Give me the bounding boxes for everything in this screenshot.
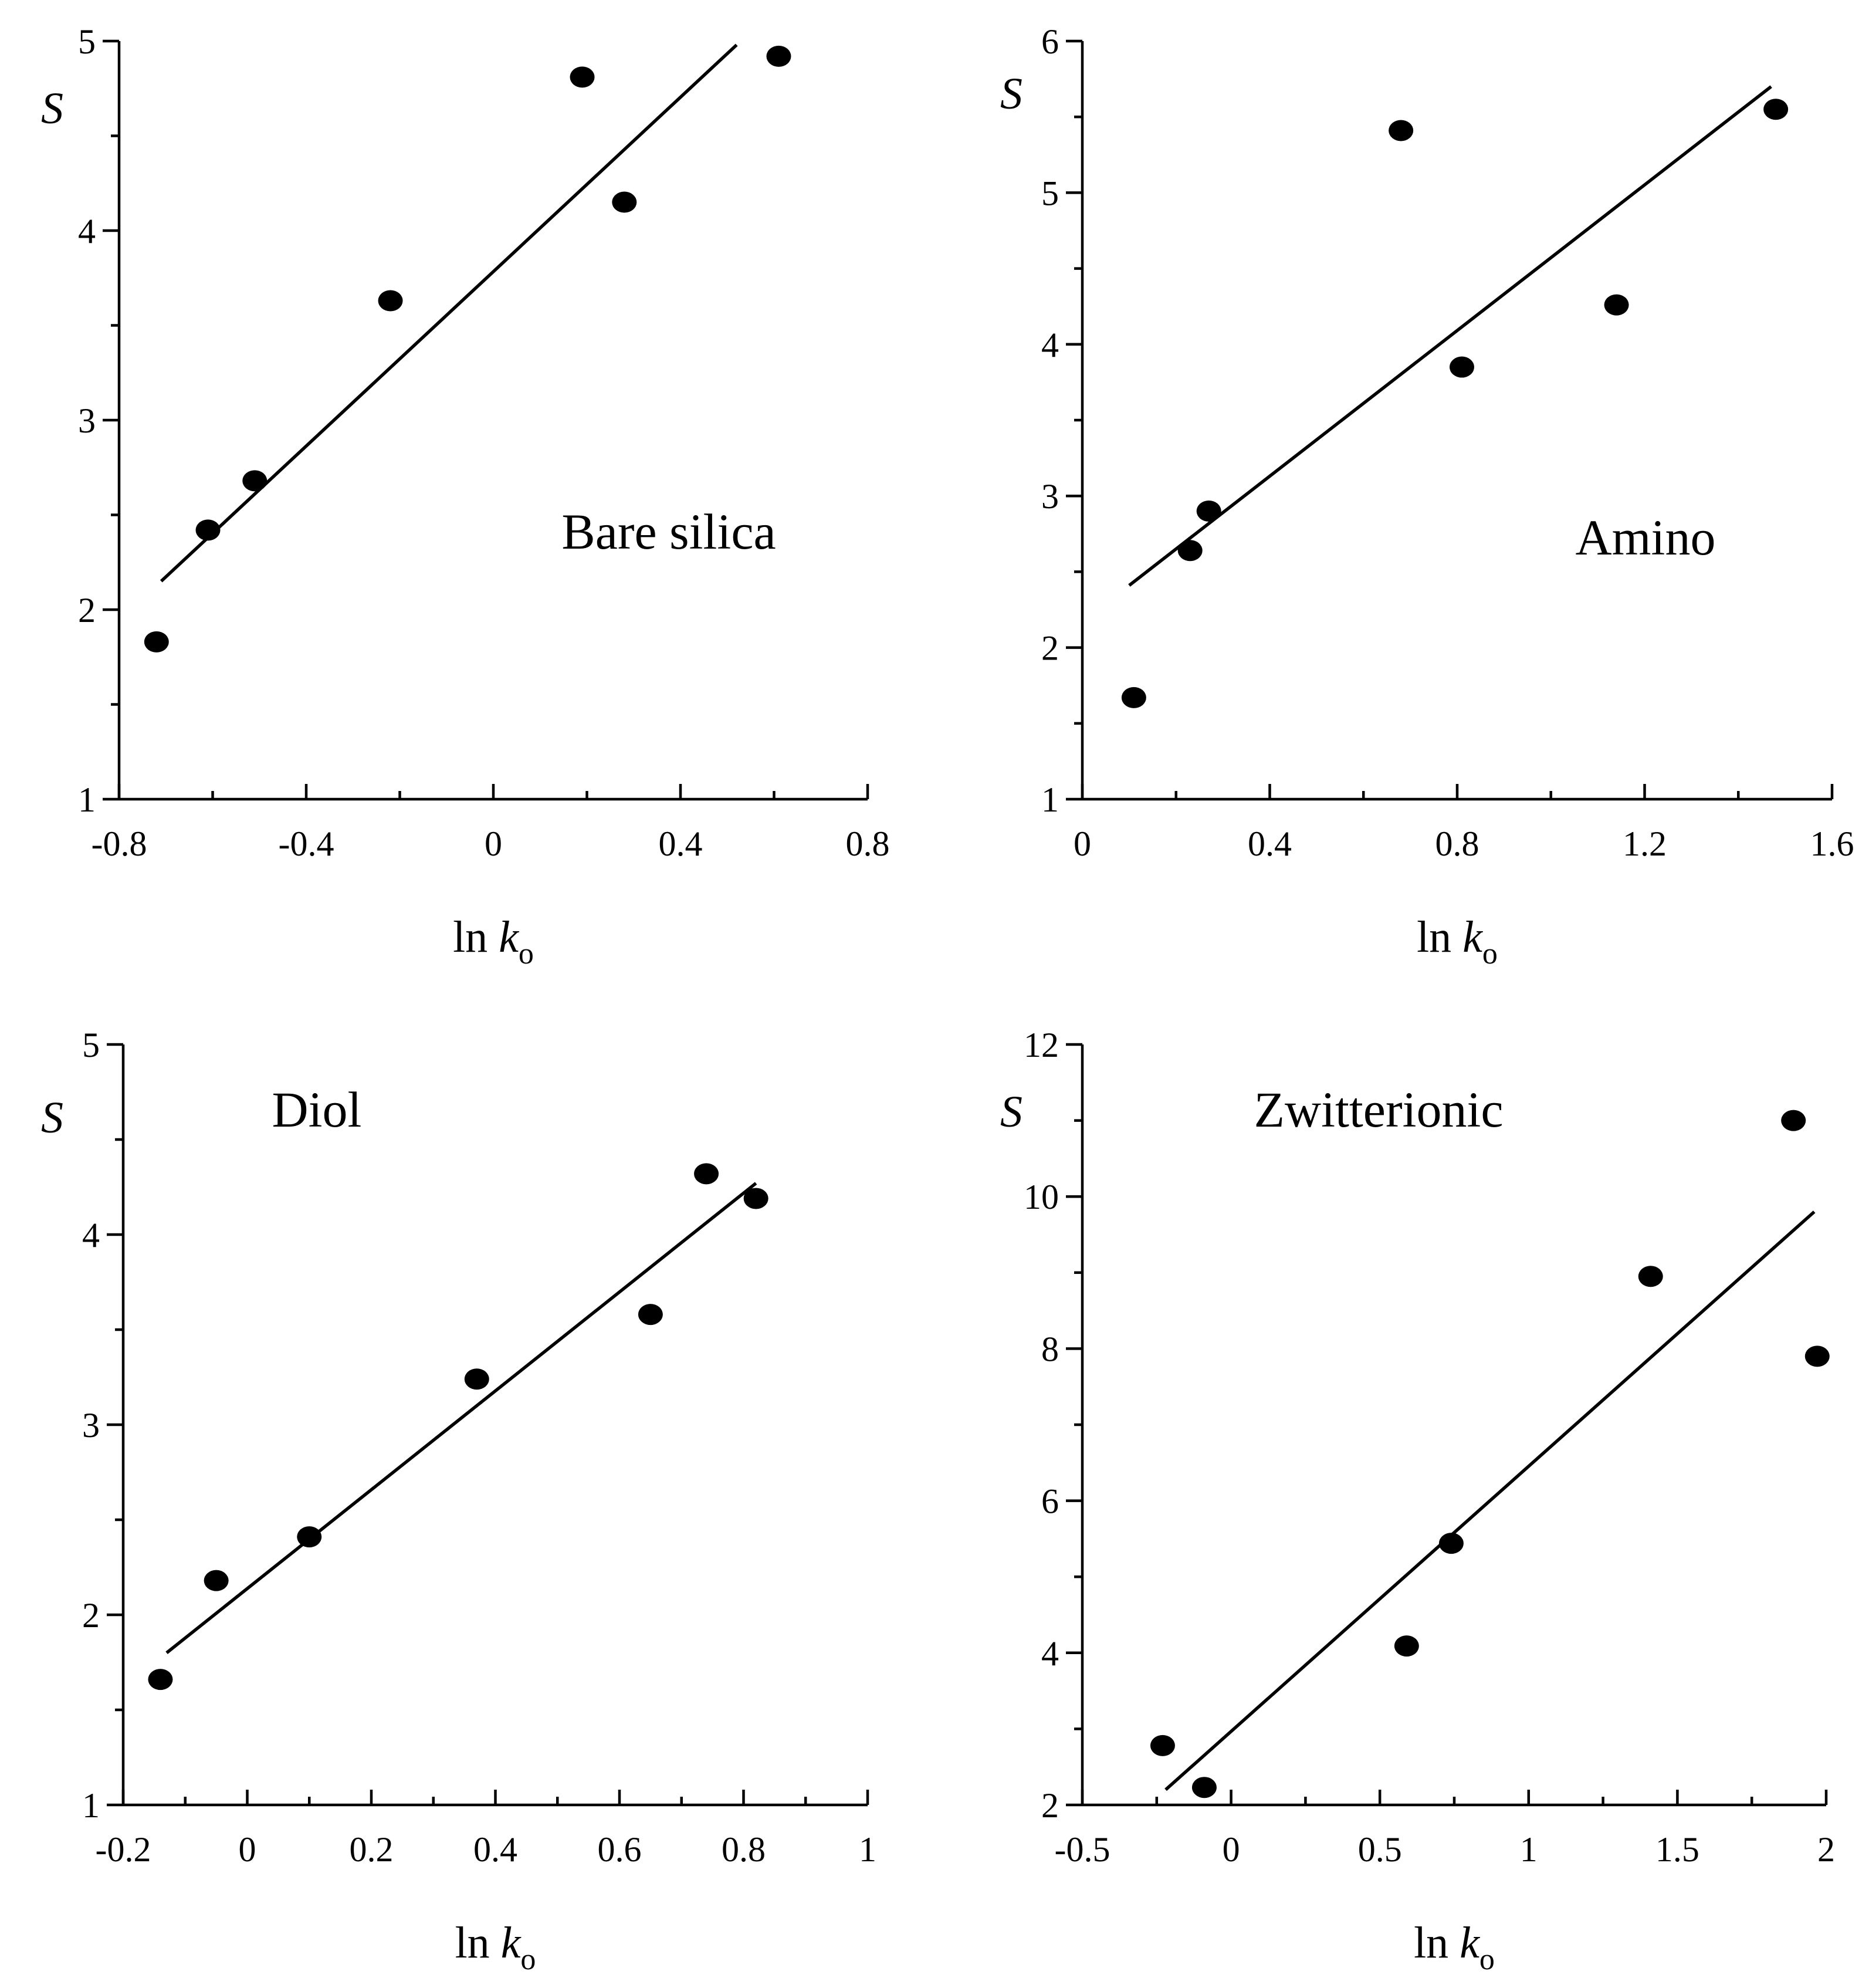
x-tick-label: 0 <box>485 824 502 863</box>
x-tick-label: 0 <box>1074 824 1091 863</box>
data-point <box>1781 1110 1806 1131</box>
x-tick-label: 2 <box>1817 1830 1835 1869</box>
y-tick-label: 2 <box>1041 629 1059 668</box>
x-tick-label: 0.4 <box>1248 824 1292 863</box>
fit-line <box>1128 85 1772 587</box>
data-point <box>1449 356 1474 378</box>
data-point <box>144 631 169 652</box>
data-point <box>766 45 791 67</box>
y-axis-label: S <box>41 84 63 133</box>
data-point <box>694 1163 719 1185</box>
panel-annotation: Diol <box>272 1081 362 1138</box>
x-axis-label: ln ko <box>453 912 534 971</box>
y-tick-label: 2 <box>78 591 96 630</box>
panel-annotation: Zwitterionic <box>1254 1081 1503 1138</box>
data-point <box>378 290 403 312</box>
x-axis-label: ln ko <box>1417 912 1498 971</box>
x-tick-label: -0.5 <box>1055 1830 1110 1869</box>
y-tick-label: 3 <box>78 401 96 440</box>
data-point <box>638 1304 663 1326</box>
x-tick-label: -0.2 <box>96 1830 151 1869</box>
data-point <box>570 66 595 88</box>
y-tick-label: 12 <box>1024 1026 1059 1064</box>
data-point <box>743 1188 768 1209</box>
y-tick-label: 2 <box>1041 1786 1059 1825</box>
data-point <box>1438 1533 1464 1554</box>
data-point <box>464 1368 489 1390</box>
data-point <box>1177 540 1203 562</box>
panel-annotation: Amino <box>1576 509 1716 566</box>
y-tick-label: 6 <box>1041 1482 1059 1521</box>
data-point <box>148 1669 173 1691</box>
x-tick-label: 0.4 <box>473 1830 517 1869</box>
y-tick-label: 8 <box>1041 1330 1059 1368</box>
data-point <box>1150 1735 1175 1756</box>
y-axis-label: S <box>1000 69 1022 119</box>
x-tick-label: 1.5 <box>1655 1830 1699 1869</box>
x-axis-label: ln ko <box>1414 1918 1495 1976</box>
data-point <box>612 191 637 213</box>
x-tick-label: 0.6 <box>598 1830 642 1869</box>
y-tick-label: 4 <box>82 1216 100 1255</box>
y-axis-label: S <box>41 1093 63 1142</box>
data-point <box>1763 99 1789 120</box>
y-tick-label: 3 <box>1041 477 1059 516</box>
y-tick-label: 2 <box>82 1596 100 1635</box>
y-axis-label: S <box>1000 1087 1022 1137</box>
y-tick-label: 1 <box>1041 780 1059 819</box>
x-tick-label: 1 <box>859 1830 876 1869</box>
fit-line <box>1164 1211 1816 1791</box>
x-tick-label: -0.8 <box>92 824 147 863</box>
data-point <box>1604 294 1629 316</box>
data-point <box>1394 1635 1419 1657</box>
x-tick-label: 1.2 <box>1623 824 1667 863</box>
data-point <box>195 519 221 541</box>
y-tick-label: 4 <box>1041 1634 1059 1673</box>
x-tick-label: 0.8 <box>1435 824 1479 863</box>
x-tick-label: 0.4 <box>659 824 703 863</box>
y-tick-label: 10 <box>1024 1178 1059 1216</box>
y-tick-label: 1 <box>82 1786 100 1825</box>
y-tick-label: 4 <box>1041 326 1059 364</box>
x-tick-label: 1.6 <box>1810 824 1854 863</box>
data-point <box>1191 1777 1217 1798</box>
x-tick-label: 0 <box>1223 1830 1240 1869</box>
y-tick-label: 1 <box>78 780 96 819</box>
data-point <box>1638 1266 1663 1287</box>
data-point <box>297 1526 322 1548</box>
data-point <box>1196 501 1221 522</box>
panel-annotation: Bare silica <box>561 503 776 560</box>
y-tick-label: 5 <box>82 1026 100 1064</box>
data-point <box>204 1570 229 1591</box>
y-tick-label: 3 <box>82 1406 100 1445</box>
x-tick-label: 0 <box>239 1830 256 1869</box>
x-tick-label: 0.8 <box>846 824 890 863</box>
data-point <box>242 470 268 492</box>
x-tick-label: 0.2 <box>350 1830 394 1869</box>
x-tick-label: -0.4 <box>279 824 334 863</box>
x-axis-label: ln ko <box>455 1918 536 1976</box>
y-tick-label: 6 <box>1041 22 1059 61</box>
data-point <box>1804 1345 1830 1367</box>
x-tick-label: 0.5 <box>1358 1830 1402 1869</box>
x-tick-label: 0.8 <box>722 1830 766 1869</box>
x-tick-label: 1 <box>1520 1830 1538 1869</box>
fit-line <box>160 43 738 583</box>
fit-line <box>165 1182 757 1654</box>
y-tick-label: 5 <box>1041 174 1059 212</box>
data-point <box>1121 687 1146 708</box>
y-tick-label: 5 <box>78 22 96 61</box>
y-tick-label: 4 <box>78 212 96 251</box>
data-point <box>1389 120 1414 141</box>
